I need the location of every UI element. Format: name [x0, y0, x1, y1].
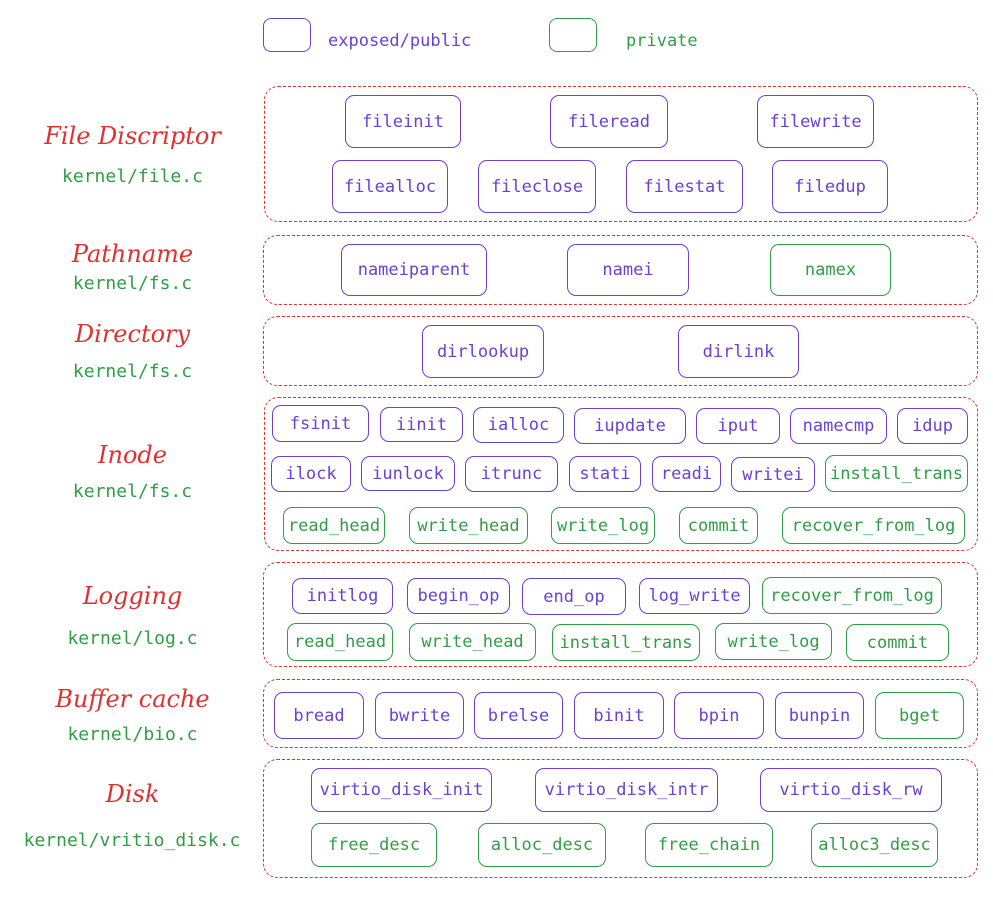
section-file-descriptor	[264, 86, 978, 222]
fn-itrunc: itrunc	[465, 456, 558, 492]
legend-private-swatch	[549, 18, 597, 52]
fn-fileinit: fileinit	[345, 95, 461, 148]
fn-log-write: log_write	[639, 578, 750, 614]
fn-brelse: brelse	[474, 692, 563, 739]
section-disk	[263, 759, 978, 878]
fn-read-head: read_head	[287, 623, 393, 661]
layer-title-directory: Directory	[74, 320, 191, 348]
fn-writei: writei	[731, 457, 815, 492]
fn-bunpin: bunpin	[775, 692, 864, 739]
fn-commit: commit	[679, 507, 758, 544]
fn-fileclose: fileclose	[478, 160, 596, 213]
fn-namei: namei	[567, 244, 689, 296]
fn-read-head: read_head	[283, 507, 385, 544]
layer-file-file-descriptor: kernel/file.c	[62, 166, 203, 187]
fn-commit: commit	[846, 624, 949, 661]
layer-title-disk: Disk	[105, 780, 160, 808]
fn-namecmp: namecmp	[790, 408, 887, 444]
fn-bpin: bpin	[674, 692, 764, 739]
fn-recover-from-log: recover_from_log	[782, 507, 965, 544]
fn-bwrite: bwrite	[375, 692, 464, 739]
fn-filestat: filestat	[626, 160, 743, 213]
fn-begin-op: begin_op	[407, 578, 510, 614]
fn-readi: readi	[652, 456, 721, 492]
layer-title-logging: Logging	[82, 582, 183, 610]
layer-file-disk: kernel/vritio_disk.c	[23, 830, 241, 851]
fn-virtio-disk-rw: virtio_disk_rw	[760, 768, 942, 812]
fn-fileread: fileread	[550, 95, 668, 148]
section-logging	[263, 562, 978, 667]
fn-iunlock: iunlock	[361, 456, 455, 491]
fn-install-trans: install_trans	[825, 455, 968, 492]
layer-file-pathname: kernel/fs.c	[72, 273, 193, 294]
fn-bread: bread	[274, 692, 364, 739]
fn-alloc-desc: alloc_desc	[478, 823, 606, 867]
fn-filealloc: filealloc	[332, 160, 448, 213]
fn-write-log: write_log	[715, 623, 832, 660]
fn-iinit: iinit	[380, 407, 463, 442]
fn-ilock: ilock	[271, 456, 351, 492]
layer-title-inode: Inode	[98, 441, 167, 469]
fn-recover-from-log: recover_from_log	[762, 577, 942, 614]
fn-nameiparent: nameiparent	[341, 244, 487, 296]
fn-write-head: write_head	[409, 623, 536, 661]
fn-free-desc: free_desc	[311, 823, 437, 867]
fn-alloc3-desc: alloc3_desc	[811, 823, 938, 867]
fn-dirlink: dirlink	[678, 325, 799, 378]
fn-dirlookup: dirlookup	[422, 325, 544, 378]
fn-virtio-disk-intr: virtio_disk_intr	[535, 768, 718, 812]
legend-public-label: exposed/public	[328, 31, 472, 51]
fn-install-trans: install_trans	[552, 624, 700, 661]
fn-filedup: filedup	[772, 160, 888, 213]
layer-file-buffer-cache: kernel/bio.c	[67, 724, 198, 745]
section-buffer-cache	[263, 679, 978, 748]
fn-iput: iput	[696, 408, 780, 444]
fn-end-op: end_op	[522, 578, 626, 615]
fn-write-head: write_head	[409, 507, 528, 544]
fn-write-log: write_log	[551, 507, 655, 544]
layer-title-buffer-cache: Buffer cache	[55, 685, 210, 713]
fn-idup: idup	[897, 408, 968, 444]
fn-namex: namex	[770, 244, 891, 296]
fn-fsinit: fsinit	[272, 405, 369, 442]
legend-public-swatch	[263, 18, 311, 52]
fn-bget: bget	[875, 692, 964, 739]
layer-file-directory: kernel/fs.c	[72, 361, 193, 382]
fn-initlog: initlog	[292, 578, 393, 614]
fn-virtio-disk-init: virtio_disk_init	[311, 768, 492, 812]
section-directory	[263, 316, 978, 386]
section-inode	[264, 397, 978, 551]
fn-binit: binit	[574, 692, 664, 739]
layer-file-logging: kernel/log.c	[67, 628, 198, 649]
section-pathname	[263, 235, 978, 305]
fn-stati: stati	[569, 456, 641, 492]
layer-title-pathname: Pathname	[71, 240, 194, 268]
layer-file-inode: kernel/fs.c	[72, 481, 193, 502]
fn-free-chain: free_chain	[645, 823, 773, 867]
legend-private-label: private	[626, 31, 698, 51]
fn-ialloc: ialloc	[473, 407, 564, 443]
fn-filewrite: filewrite	[757, 95, 874, 148]
fn-iupdate: iupdate	[574, 408, 686, 444]
layer-title-file-descriptor: File Discriptor	[44, 122, 221, 150]
